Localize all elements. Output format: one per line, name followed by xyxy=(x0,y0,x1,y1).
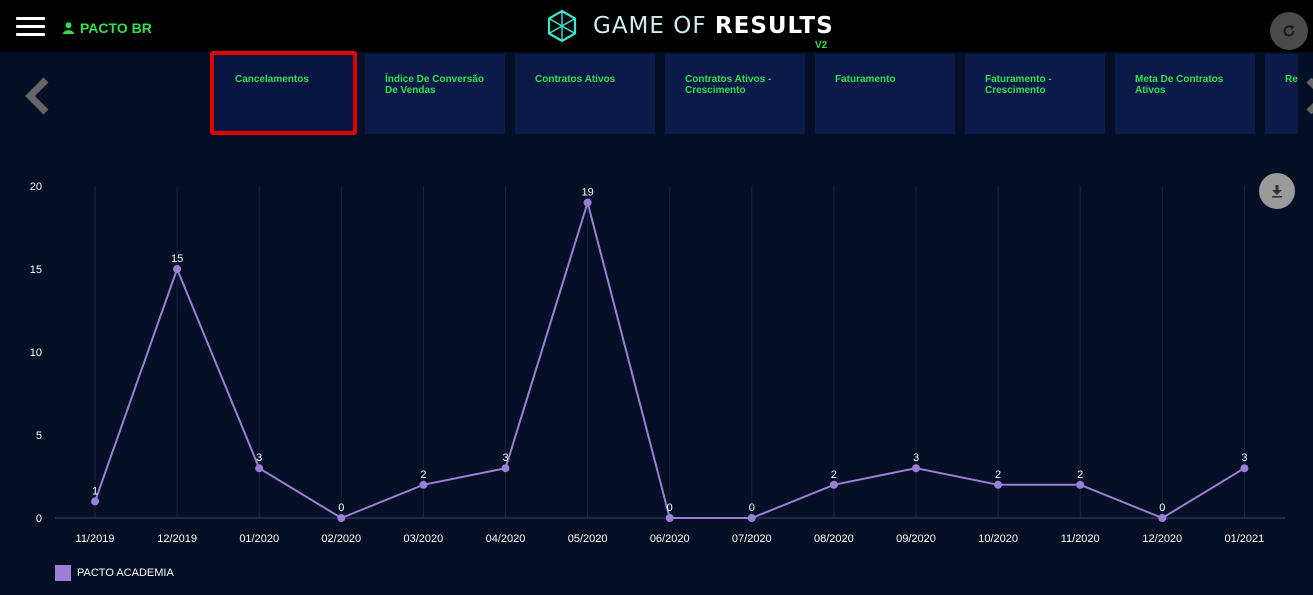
x-tick-label: 04/2020 xyxy=(486,533,526,545)
data-label: 2 xyxy=(995,469,1001,481)
data-label: 1 xyxy=(92,485,98,497)
tab-faturamento-crescimento[interactable]: Faturamento - Crescimento xyxy=(965,54,1105,134)
x-tick-label: 03/2020 xyxy=(404,533,444,545)
legend-swatch xyxy=(55,565,71,581)
legend-item[interactable]: PACTO ACADEMIA xyxy=(55,565,174,581)
x-tick-label: 09/2020 xyxy=(896,533,936,545)
logo-text-bold: RESULTS xyxy=(714,13,834,39)
carousel-prev-button[interactable] xyxy=(22,76,54,121)
tab-indice-conversao-vendas[interactable]: Índice De Conversão De Vendas xyxy=(365,54,505,134)
x-tick-label: 11/2020 xyxy=(1061,533,1100,545)
data-point xyxy=(665,514,674,522)
indicator-tabs: Cancelamentos Índice De Conversão De Ven… xyxy=(215,54,1298,134)
tab-faturamento[interactable]: Faturamento xyxy=(815,54,955,134)
data-point xyxy=(255,464,264,473)
x-tick-label: 07/2020 xyxy=(732,533,772,545)
data-point xyxy=(1240,464,1249,473)
logo-text: GAME OF RESULTS xyxy=(593,13,834,39)
tab-contratos-ativos-crescimento[interactable]: Contratos Ativos - Crescimento xyxy=(665,54,805,134)
data-point xyxy=(91,497,99,506)
data-label: 0 xyxy=(667,502,673,514)
x-tick-label: 12/2019 xyxy=(157,533,197,545)
data-label: 15 xyxy=(171,253,183,265)
refresh-button[interactable] xyxy=(1270,12,1308,50)
data-point xyxy=(747,514,756,522)
app-logo: GAME OF RESULTS xyxy=(545,9,834,43)
data-label: 3 xyxy=(913,452,919,464)
y-tick-label: 15 xyxy=(30,264,42,276)
data-point xyxy=(829,480,838,489)
tab-meta-contratos-ativos[interactable]: Meta De Contratos Ativos xyxy=(1115,54,1255,134)
y-tick-label: 0 xyxy=(36,513,42,525)
x-tick-label: 02/2020 xyxy=(321,533,361,545)
logo-text-light: GAME OF xyxy=(593,13,715,39)
data-label: 0 xyxy=(1159,502,1165,514)
data-point xyxy=(419,480,428,489)
x-tick-label: 08/2020 xyxy=(814,533,854,545)
data-label: 19 xyxy=(581,187,593,199)
data-label: 3 xyxy=(256,452,262,464)
x-tick-label: 05/2020 xyxy=(568,533,608,545)
x-tick-label: 06/2020 xyxy=(650,533,690,545)
user-name: PACTO BR xyxy=(80,20,152,36)
legend-label: PACTO ACADEMIA xyxy=(77,567,174,579)
data-label: 0 xyxy=(749,502,755,514)
user-icon xyxy=(63,22,74,34)
tab-partial[interactable]: Re xyxy=(1265,54,1298,134)
data-label: 3 xyxy=(1241,452,1247,464)
y-tick-label: 20 xyxy=(30,181,42,193)
data-point xyxy=(1076,480,1085,489)
carousel-next-button[interactable] xyxy=(1301,76,1313,116)
version-badge: V2 xyxy=(815,40,828,51)
download-icon xyxy=(1272,185,1282,198)
refresh-icon xyxy=(1283,25,1295,37)
user-indicator[interactable]: PACTO BR xyxy=(63,20,152,36)
x-tick-label: 12/2020 xyxy=(1142,533,1182,545)
menu-icon[interactable] xyxy=(16,17,45,37)
data-point xyxy=(1158,514,1167,522)
data-point xyxy=(583,198,592,207)
data-point xyxy=(912,464,920,473)
x-tick-label: 10/2020 xyxy=(978,533,1018,545)
y-tick-label: 5 xyxy=(36,430,42,442)
data-point xyxy=(337,514,346,522)
data-label: 3 xyxy=(502,452,508,464)
data-point xyxy=(501,464,510,473)
chevron-right-icon xyxy=(1306,77,1313,115)
chevron-left-icon xyxy=(25,77,49,115)
data-point xyxy=(173,265,182,273)
tab-cancelamentos[interactable]: Cancelamentos xyxy=(215,54,355,134)
data-label: 2 xyxy=(1077,469,1083,481)
cube-logo-icon xyxy=(547,9,577,43)
x-tick-label: 01/2021 xyxy=(1225,533,1265,545)
data-point xyxy=(994,480,1003,489)
y-tick-label: 10 xyxy=(30,347,42,359)
data-label: 2 xyxy=(831,469,837,481)
x-tick-label: 01/2020 xyxy=(239,533,279,545)
data-label: 2 xyxy=(420,469,426,481)
x-tick-label: 11/2019 xyxy=(76,533,115,545)
top-bar: PACTO BR GAME OF RESULTS V2 xyxy=(0,0,1313,52)
download-button[interactable] xyxy=(1259,173,1295,209)
data-label: 0 xyxy=(338,502,344,514)
tab-contratos-ativos[interactable]: Contratos Ativos xyxy=(515,54,655,134)
